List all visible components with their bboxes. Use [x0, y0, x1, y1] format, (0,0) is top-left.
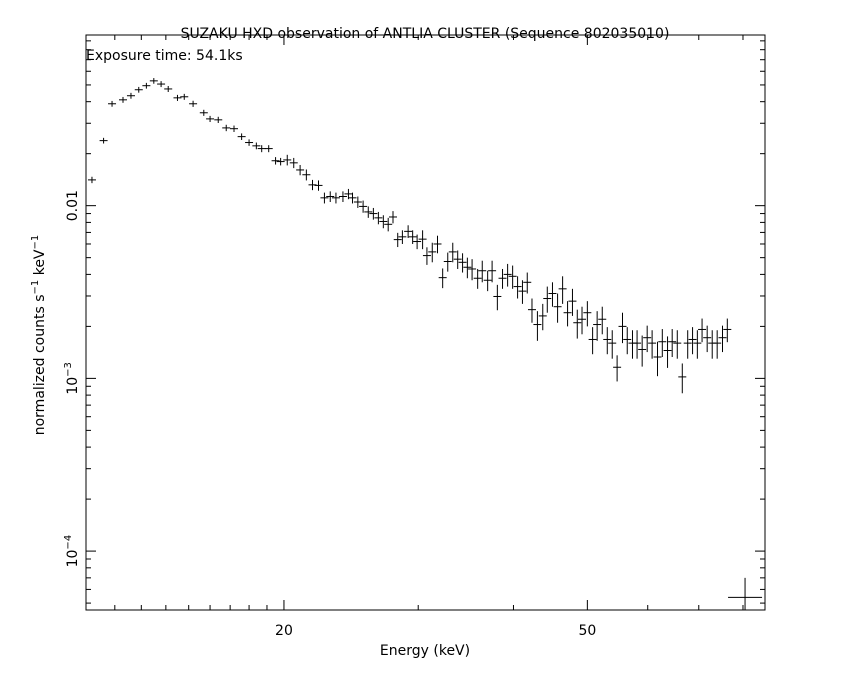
y-tick-label: 10−4 [63, 535, 81, 568]
x-tick-label: 50 [578, 623, 596, 639]
x-tick-label: 20 [275, 623, 293, 639]
chart-subtitle: Exposure time: 54.1ks [86, 48, 243, 64]
x-axis-label: Energy (keV) [380, 643, 470, 659]
plot-frame [85, 34, 766, 611]
chart-title: SUZAKU HXD observation of ANTLIA CLUSTER… [181, 26, 670, 42]
y-tick-label: 0.01 [65, 190, 81, 221]
y-axis-label: normalized counts s−1 keV−1 [30, 235, 48, 436]
y-tick-label: 10−3 [63, 362, 81, 395]
